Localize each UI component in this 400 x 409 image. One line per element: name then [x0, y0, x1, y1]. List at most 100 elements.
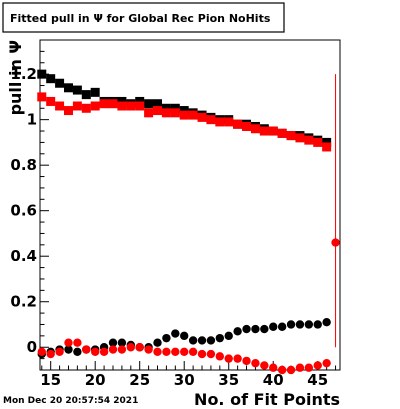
data-point-square [322, 137, 332, 147]
data-point-square [153, 99, 163, 109]
data-point-square [135, 101, 145, 111]
data-point-circle [188, 336, 198, 345]
data-point-square [99, 99, 109, 109]
series-2 [331, 74, 340, 348]
data-point-circle [295, 363, 305, 372]
data-point-circle [277, 322, 287, 331]
y-tick-label: 0.4 [10, 247, 37, 265]
data-point-circle [206, 336, 216, 345]
data-point-circle [242, 324, 251, 334]
data-point-circle [313, 320, 322, 329]
data-point-square [55, 101, 65, 111]
data-point-square [259, 126, 269, 136]
data-point-square [46, 74, 56, 84]
data-point-circle [331, 238, 340, 247]
data-point-square [322, 142, 332, 152]
y-tick-label: 1 [27, 111, 37, 129]
data-point-circle [233, 354, 242, 363]
data-point-square [90, 87, 100, 97]
data-point-circle [82, 345, 91, 354]
data-point-square [188, 110, 198, 120]
data-point-circle [144, 345, 153, 354]
data-point-square [242, 121, 252, 131]
data-point-square [37, 92, 47, 102]
data-point-square [144, 99, 154, 109]
y-tick-label: 0.2 [10, 293, 37, 311]
data-point-square [63, 106, 73, 116]
timestamp: Mon Dec 20 20:57:54 2021 [3, 396, 138, 406]
y-tick-label: 0.6 [10, 202, 37, 220]
data-point-circle [197, 349, 207, 359]
data-point-circle [162, 333, 171, 343]
data-point-square [233, 119, 243, 129]
chart-title: Fitted pull in Ψ for Global Rec Pion NoH… [10, 12, 271, 25]
data-point-circle [180, 331, 189, 341]
data-point-circle [37, 347, 46, 356]
x-tick-label: 20 [85, 371, 106, 389]
data-point-circle [162, 347, 171, 356]
data-point-square [81, 103, 91, 113]
data-point-circle [224, 354, 233, 363]
data-point-circle [99, 347, 109, 356]
data-point-circle [215, 352, 225, 361]
data-point-circle [64, 345, 73, 354]
title-box: Fitted pull in Ψ for Global Rec Pion NoH… [2, 2, 285, 33]
data-point-square [304, 135, 314, 145]
data-point-square [108, 99, 118, 109]
data-point-circle [171, 329, 180, 338]
data-point-circle [313, 361, 322, 370]
data-point-square [170, 103, 180, 113]
data-point-circle [46, 349, 55, 359]
x-tick-label: 45 [307, 371, 328, 389]
data-point-square [277, 128, 287, 138]
data-point-circle [322, 318, 331, 327]
data-point-circle [304, 320, 314, 329]
data-point-square [170, 108, 180, 118]
data-point-square [153, 106, 163, 116]
data-point-circle [180, 347, 189, 356]
data-point-square [144, 108, 154, 118]
data-point-circle [277, 365, 287, 375]
data-point-circle [117, 338, 127, 347]
data-point-square [126, 101, 136, 111]
data-point-square [250, 124, 260, 134]
data-point-square [72, 85, 82, 95]
data-point-square [197, 112, 207, 122]
data-point-square [46, 96, 56, 106]
data-point-square [295, 133, 305, 143]
data-point-square [161, 103, 171, 113]
x-tick-label: 30 [174, 371, 195, 389]
data-point-circle [90, 347, 100, 356]
x-axis-title: No. of Fit Points [194, 390, 340, 409]
data-point-square [286, 131, 296, 141]
data-point-square [161, 108, 171, 118]
data-point-square [215, 117, 225, 127]
y-tick-label: 1.2 [10, 65, 37, 83]
data-point-circle [197, 336, 207, 345]
data-point-circle [215, 333, 225, 343]
data-point-square [117, 96, 127, 106]
y-axis-title: pull in Ψ [6, 40, 25, 115]
data-point-square [224, 117, 234, 127]
data-point-circle [171, 347, 180, 356]
x-tick-label: 15 [40, 371, 61, 389]
x-tick-label: 40 [263, 371, 284, 389]
data-point-square [268, 126, 278, 136]
data-point-square [313, 137, 323, 147]
data-point-circle [304, 363, 314, 372]
series-4 [37, 338, 331, 375]
data-point-circle [73, 347, 82, 356]
x-tick-label: 25 [129, 371, 150, 389]
data-point-square [37, 69, 47, 79]
data-point-circle [108, 345, 118, 354]
data-point-circle [269, 363, 278, 372]
y-tick-label: 0.8 [10, 156, 37, 174]
data-point-square [63, 83, 73, 93]
data-point-square [206, 115, 216, 125]
data-point-square [179, 110, 189, 120]
data-point-circle [260, 361, 269, 370]
data-point-circle [153, 347, 162, 356]
data-point-circle [153, 338, 162, 347]
data-point-circle [73, 338, 82, 347]
data-point-square [117, 101, 127, 111]
